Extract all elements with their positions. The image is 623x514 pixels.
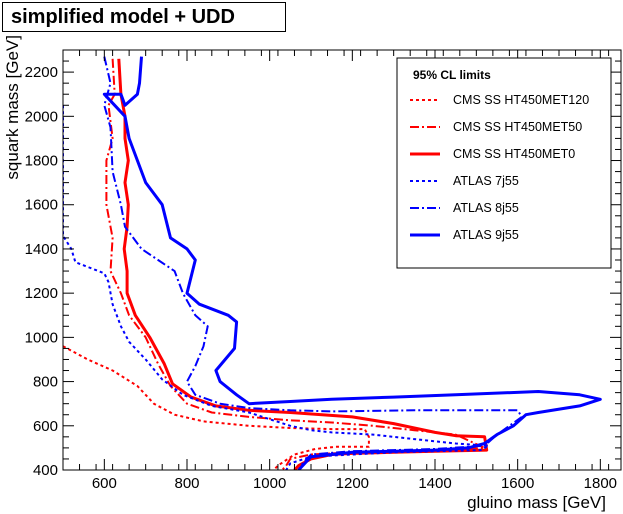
y-tick-label: 1200 [25,285,58,302]
chart-title: simplified model + UDD [2,2,286,32]
y-axis-title: squark mass [GeV] [3,35,22,180]
x-tick-label: 1400 [418,475,451,492]
y-tick-label: 600 [33,418,58,435]
y-tick-label: 1600 [25,197,58,214]
x-tick-label: 1800 [584,475,617,492]
x-tick-label: 1000 [253,475,286,492]
legend-entry-label: CMS SS HT450MET50 [453,120,582,134]
legend-title: 95% CL limits [413,68,491,82]
x-tick-label: 1600 [501,475,534,492]
x-tick-label: 600 [92,475,117,492]
legend-entry-label: ATLAS 8j55 [453,201,519,215]
x-tick-label: 1200 [336,475,369,492]
x-axis-title: gluino mass [GeV] [467,493,606,512]
legend-entries: CMS SS HT450MET120 CMS SS HT450MET50 CMS S… [410,93,589,242]
y-tick-label: 400 [33,462,58,479]
y-tick-label: 1000 [25,329,58,346]
legend-entry-label: CMS SS HT450MET120 [453,93,589,107]
series-line-atlas-9j55 [102,56,602,470]
y-tick-label: 2200 [25,64,58,81]
series-line-cms-ss-ht450met120 [63,345,370,470]
y-tick-label: 1800 [25,153,58,170]
y-tick-label: 1400 [25,241,58,258]
y-tick-label: 2000 [25,108,58,125]
legend-box [396,57,612,269]
x-tick-label: 800 [174,475,199,492]
legend-entry-label: ATLAS 7j55 [453,174,519,188]
y-tick-label: 800 [33,374,58,391]
series-layer [63,56,602,470]
legend-entry-label: ATLAS 9j55 [453,228,519,242]
tick-layer: 600 800 1000 1200 1400 1600 1800 400 600 800 1000 1… [25,49,621,492]
series-line-atlas-7j55 [63,105,490,470]
legend-entry-label: CMS SS HT450MET0 [453,147,575,161]
